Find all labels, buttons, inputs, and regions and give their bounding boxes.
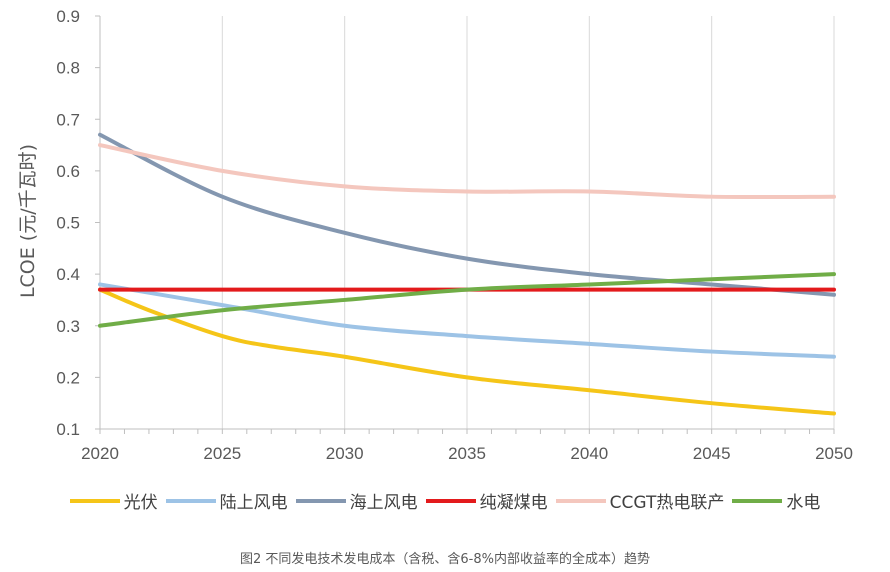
x-tick-label: 2020 [81, 444, 119, 463]
x-tick-label: 2025 [203, 444, 241, 463]
legend: 光伏 陆上风电 海上风电 纯凝煤电 CCGT热电联产 水电 [0, 488, 890, 513]
y-tick-label: 0.2 [56, 368, 80, 387]
legend-swatch [425, 498, 476, 503]
y-tick-label: 0.4 [56, 265, 80, 284]
y-tick-label: 0.9 [56, 7, 80, 26]
grid-lines [99, 16, 835, 429]
x-tick-label: 2030 [326, 444, 364, 463]
y-tick-label: 0.3 [56, 317, 80, 336]
legend-label: 纯凝煤电 [479, 493, 548, 513]
y-tick-label: 0.7 [56, 110, 80, 129]
series-lines [98, 132, 836, 416]
y-tick-label: 0.8 [56, 59, 80, 78]
legend-label: 海上风电 [349, 493, 418, 513]
legend-item: 陆上风电 [165, 488, 288, 513]
legend-swatch [295, 498, 346, 503]
legend-item: 水电 [732, 488, 820, 513]
legend-item: 纯凝煤电 [425, 488, 548, 513]
legend-item: 海上风电 [295, 488, 418, 513]
x-tick-label: 2040 [570, 444, 608, 463]
legend-label: 水电 [786, 493, 821, 513]
x-tick-label: 2045 [693, 444, 731, 463]
series-line-0 [98, 287, 836, 416]
legend-label: 光伏 [123, 493, 158, 513]
y-tick-label: 0.5 [56, 214, 80, 233]
series-line-2 [98, 132, 836, 297]
legend-label: CCGT热电联产 [609, 493, 725, 513]
y-tick-label: 0.1 [56, 420, 80, 439]
legend-swatch [732, 498, 783, 503]
series-line-1 [98, 282, 836, 359]
series-line-4 [98, 143, 836, 200]
figure-caption: 图2 不同发电技术发电成本（含税、含6-8%内部收益率的全成本）趋势 [240, 552, 650, 567]
x-tick-label: 2050 [815, 444, 853, 463]
y-tick-label: 0.6 [56, 162, 80, 181]
legend-item: 光伏 [69, 488, 158, 513]
legend-swatch [165, 498, 216, 503]
series-line-5 [98, 272, 836, 328]
legend-swatch [69, 498, 120, 503]
legend-item: CCGT热电联产 [555, 488, 725, 513]
legend-label: 陆上风电 [219, 493, 288, 513]
y-axis-label: LCOE (元/千瓦时) [17, 144, 39, 298]
legend-swatch [555, 498, 606, 503]
x-tick-label: 2035 [448, 444, 486, 463]
